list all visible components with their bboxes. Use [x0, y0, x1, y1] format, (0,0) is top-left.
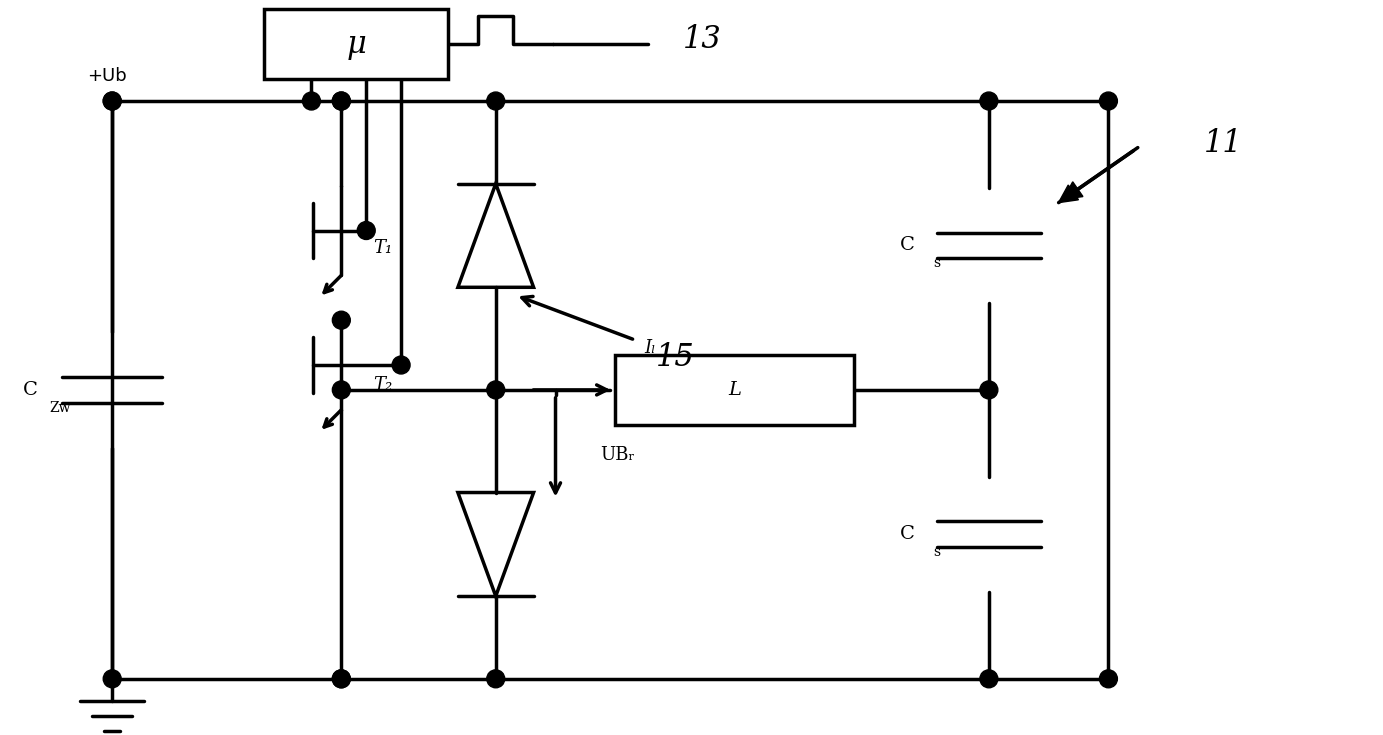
Circle shape — [104, 92, 122, 110]
Text: T₂: T₂ — [373, 376, 393, 394]
Circle shape — [981, 670, 999, 688]
Circle shape — [332, 381, 350, 399]
Text: UBᵣ: UBᵣ — [600, 445, 635, 464]
Circle shape — [487, 670, 505, 688]
Bar — [615, 355, 855, 425]
Circle shape — [487, 92, 505, 110]
Circle shape — [1099, 670, 1117, 688]
Circle shape — [104, 92, 122, 110]
Text: s: s — [934, 545, 940, 559]
Text: μ: μ — [346, 29, 366, 60]
Text: T₁: T₁ — [373, 240, 393, 257]
Circle shape — [332, 92, 350, 110]
Circle shape — [303, 92, 321, 110]
Text: C: C — [900, 526, 914, 543]
Circle shape — [981, 92, 999, 110]
Text: 13: 13 — [683, 24, 722, 54]
Text: 15: 15 — [656, 342, 694, 373]
Text: C: C — [900, 237, 914, 254]
Circle shape — [981, 381, 999, 399]
Circle shape — [393, 356, 411, 374]
Circle shape — [357, 221, 375, 240]
Circle shape — [104, 670, 122, 688]
Circle shape — [1099, 92, 1117, 110]
Polygon shape — [1064, 182, 1083, 199]
Text: C: C — [24, 381, 37, 399]
Polygon shape — [1058, 185, 1079, 203]
Bar — [264, 10, 448, 79]
Text: s: s — [934, 257, 940, 270]
Circle shape — [332, 92, 350, 110]
Text: +Ub: +Ub — [87, 67, 127, 85]
Circle shape — [332, 670, 350, 688]
Text: Zw: Zw — [50, 401, 71, 415]
Text: L: L — [729, 381, 741, 399]
Text: 11: 11 — [1203, 129, 1242, 159]
Circle shape — [332, 670, 350, 688]
Circle shape — [332, 311, 350, 329]
Circle shape — [487, 381, 505, 399]
Text: Iₗ: Iₗ — [644, 339, 656, 357]
